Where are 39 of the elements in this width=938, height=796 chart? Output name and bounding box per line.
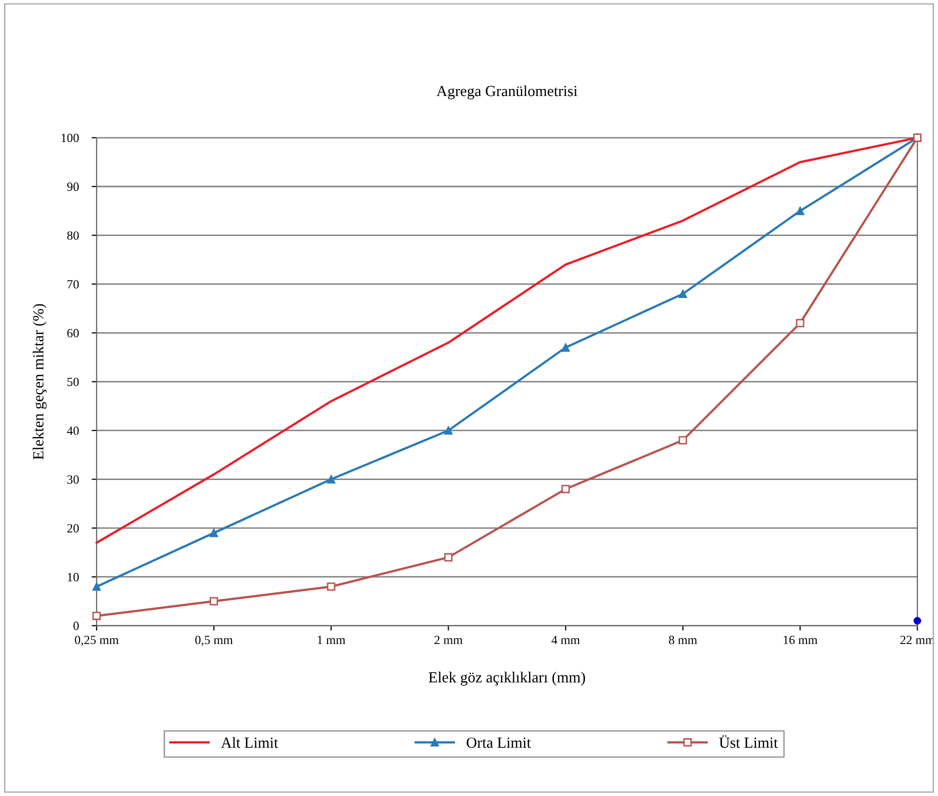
chart-title: Agrega Granülometrisi (436, 85, 578, 100)
y-tick-label: 40 (66, 426, 79, 435)
point (678, 290, 688, 298)
legend-label: Orta Limit (466, 738, 531, 748)
y-axis-title: Elekten geçen miktar (%) (32, 304, 47, 460)
x-tick-label: 16 mm (784, 636, 818, 644)
y-tick-label: 0 (73, 622, 79, 630)
x-axis-title: Elek göz açıklıkları (mm) (428, 672, 586, 686)
point (796, 318, 804, 328)
point (92, 582, 101, 591)
x-tick-label: 0,25 mm (74, 636, 119, 646)
point (92, 612, 101, 620)
y-tick-label: 100 (62, 134, 79, 142)
x-tick-label: 8 mm (668, 636, 698, 644)
y-tick-label: 70 (68, 280, 79, 289)
point (561, 343, 570, 352)
x-tick-label: 4 mm (551, 636, 580, 644)
point (326, 582, 336, 591)
y-tick-label: 90 (67, 182, 79, 191)
point (561, 484, 570, 494)
point (796, 206, 804, 216)
point (210, 528, 218, 538)
x-tick-label: 0,5 mm (195, 636, 233, 646)
y-tick-label: 50 (67, 378, 79, 386)
point (914, 616, 922, 625)
y-tick-label: 80 (67, 231, 79, 240)
y-tick-label: 60 (67, 328, 79, 338)
point (326, 475, 336, 484)
x-tick-label: 1 mm (318, 636, 346, 644)
x-tick-label: 2 mm (434, 636, 463, 644)
point (444, 426, 453, 435)
y-tick-label: 30 (67, 475, 79, 484)
y-tick-label: 20 (67, 524, 79, 533)
legend-label: Üst Limit (719, 735, 778, 748)
y-tick-label: 10 (68, 572, 79, 582)
point (444, 553, 453, 562)
legend-label: Alt Limit (221, 737, 278, 748)
point (210, 597, 218, 606)
point (678, 436, 688, 444)
